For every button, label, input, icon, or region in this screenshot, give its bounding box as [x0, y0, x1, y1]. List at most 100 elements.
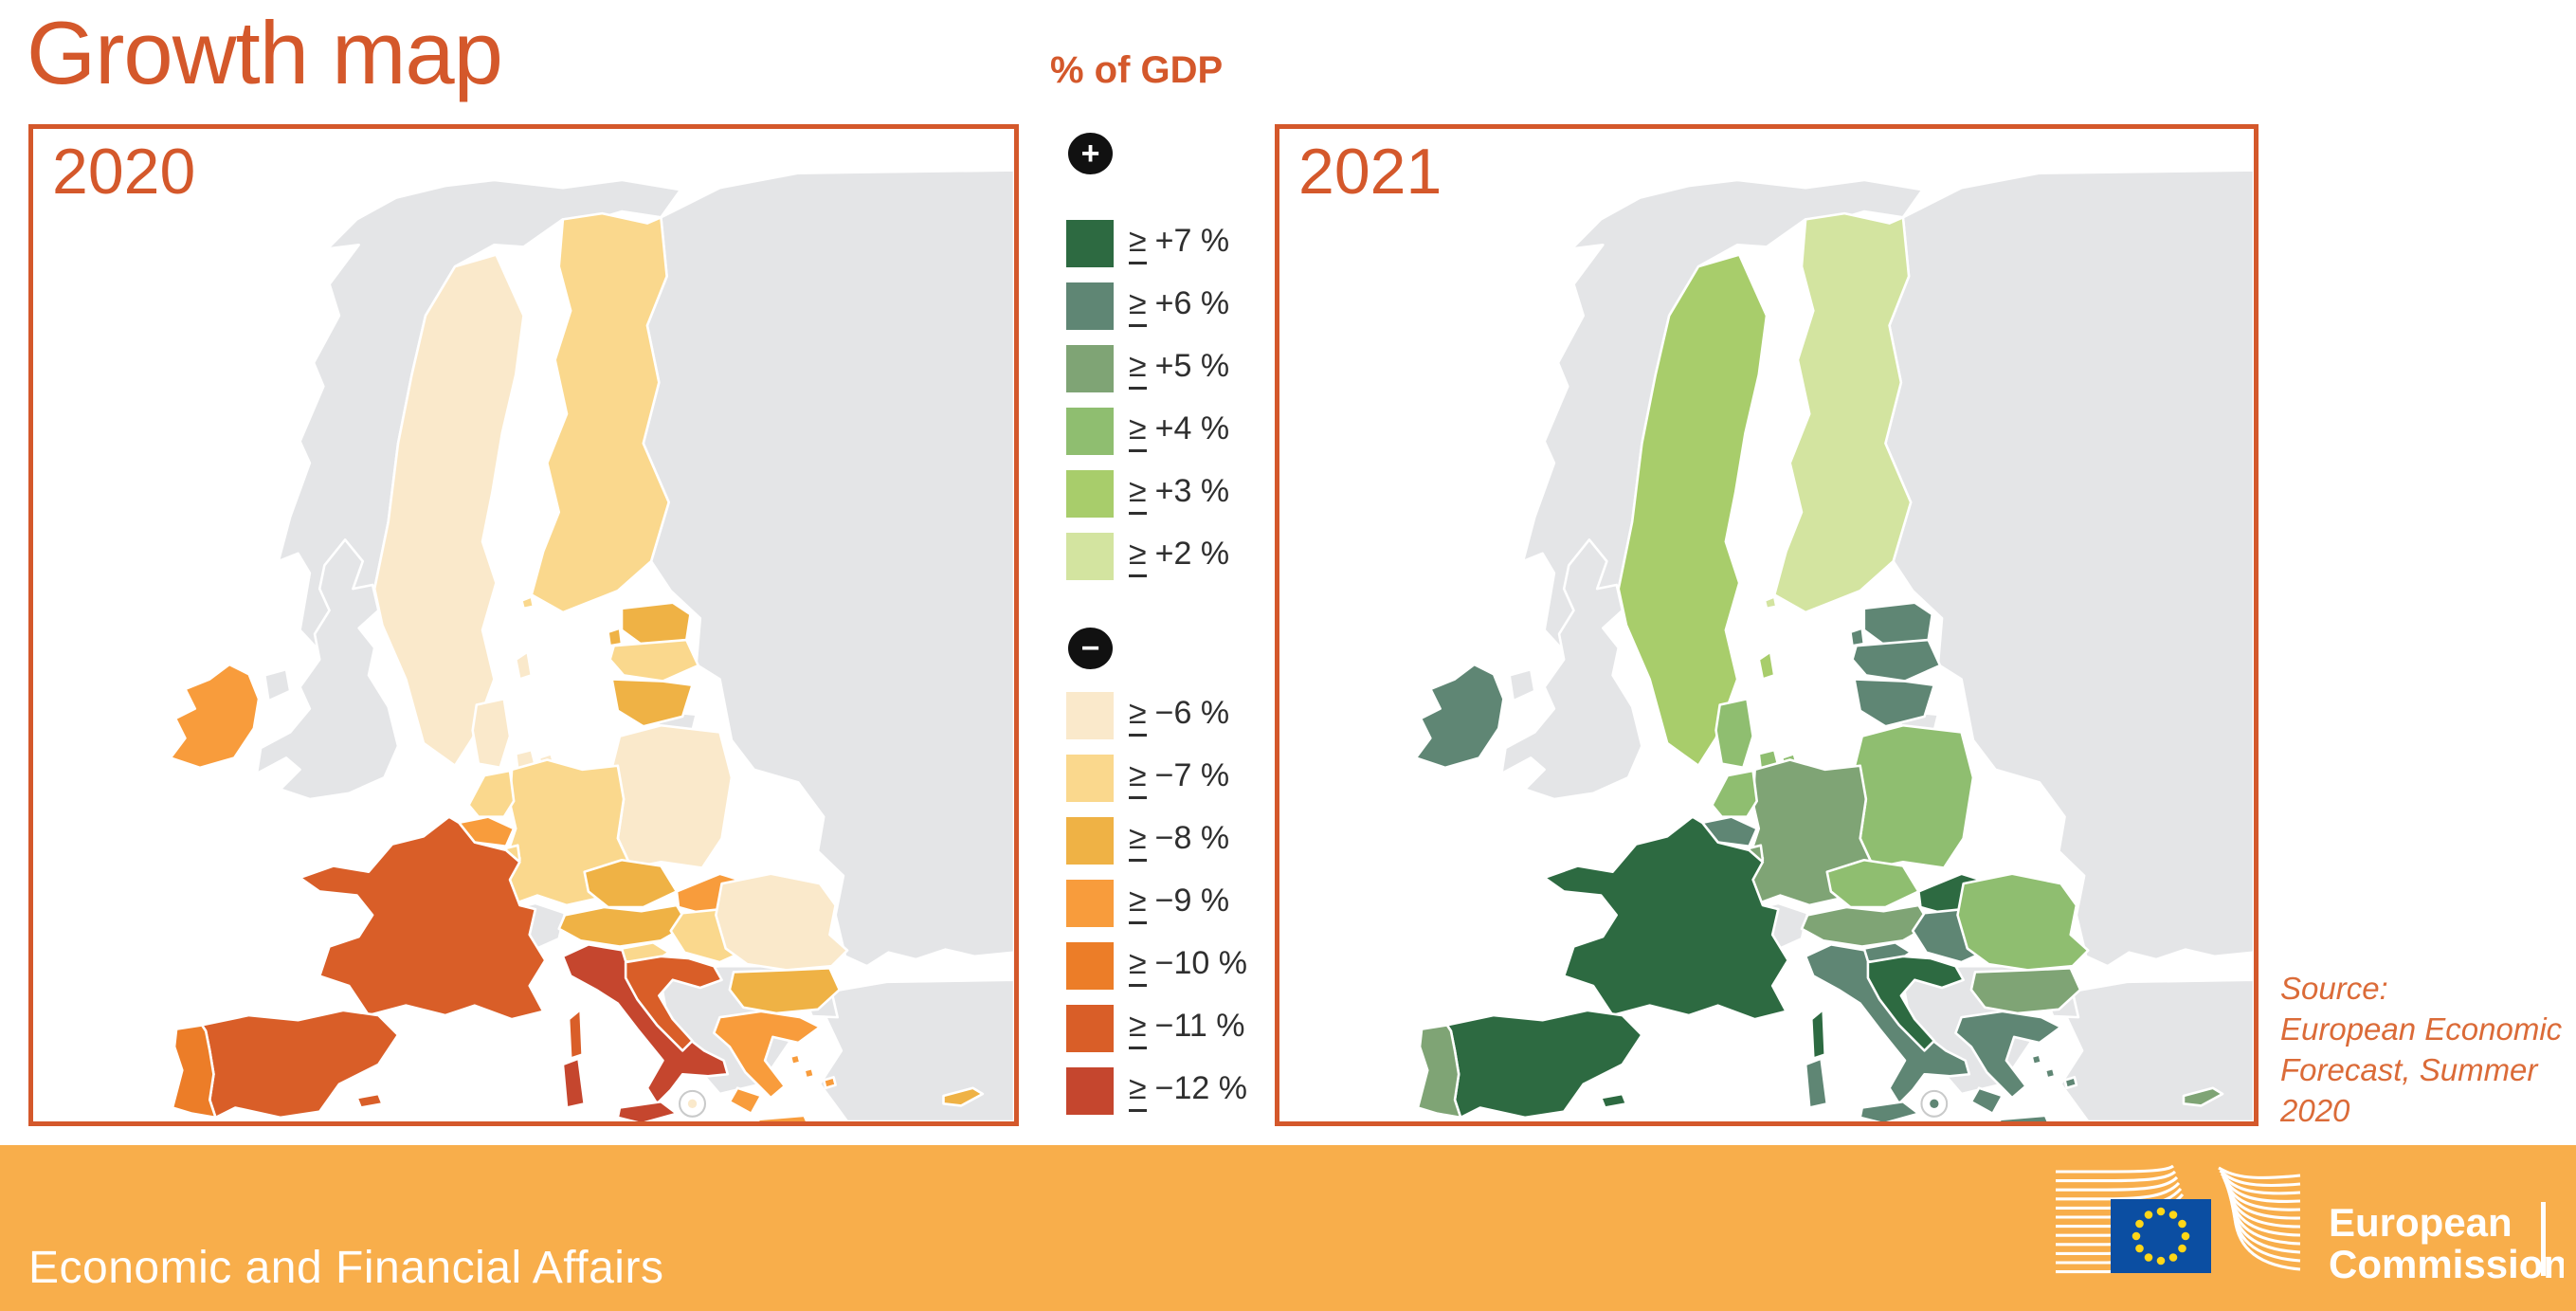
geq-symbol: ≥ — [1129, 410, 1147, 452]
legend-row-negative-6: ≥ −12 % — [1066, 1067, 1247, 1115]
geq-symbol: ≥ — [1129, 1070, 1147, 1112]
legend-swatch-m9 — [1066, 880, 1114, 927]
legend-label: ≥ −7 % — [1129, 757, 1229, 799]
geq-symbol: ≥ — [1129, 285, 1147, 327]
island-corsica — [567, 1008, 584, 1060]
legend-swatch-p4 — [1066, 408, 1114, 455]
geq-symbol: ≥ — [1129, 473, 1147, 515]
region-northern-ireland — [263, 667, 292, 702]
country-romania — [1956, 872, 2090, 972]
source-line: Source: — [2280, 971, 2388, 1006]
legend-value: −6 % — [1154, 695, 1230, 731]
country-denmark — [1714, 697, 1754, 770]
unit-label: % of GDP — [1050, 49, 1224, 91]
island-balearics — [1599, 1092, 1628, 1109]
department-title: Economic and Financial Affairs — [28, 1243, 664, 1293]
legend-row-negative-4: ≥ −10 % — [1066, 942, 1247, 990]
legend-value: +5 % — [1154, 348, 1230, 384]
region-uk — [255, 538, 400, 801]
country-ireland — [1414, 663, 1505, 770]
source-line: 2020 — [2280, 1092, 2350, 1128]
flag-star-icon — [2135, 1244, 2144, 1253]
country-denmark — [471, 697, 512, 770]
legend: + ≥ +7 % ≥ +6 % ≥ +5 % ≥ +4 % ≥ +3 % ≥ +2 % − ≥ −6 %… — [1066, 133, 1322, 1128]
logo-divider-bar — [2541, 1202, 2546, 1276]
flag-star-icon — [2181, 1231, 2190, 1241]
region-uk — [1500, 538, 1643, 801]
region-northern-ireland — [1508, 667, 1536, 702]
island-sicily — [616, 1100, 679, 1121]
legend-row-negative-3: ≥ −9 % — [1066, 880, 1229, 927]
choropleth-map-2020 — [169, 169, 1014, 1121]
legend-label: ≥ +3 % — [1129, 473, 1229, 515]
legend-row-positive-3: ≥ +4 % — [1066, 408, 1229, 455]
legend-row-positive-4: ≥ +3 % — [1066, 470, 1229, 518]
eu-flag-stars-icon — [2132, 1207, 2190, 1265]
country-bulgaria — [728, 966, 842, 1015]
source-line: European Economic — [2280, 1011, 2563, 1047]
country-czechia — [1825, 858, 1920, 909]
geq-symbol: ≥ — [1129, 1008, 1147, 1049]
legend-row-negative-2: ≥ −8 % — [1066, 817, 1229, 865]
country-greece — [1954, 1010, 2062, 1100]
legend-label: ≥ −10 % — [1129, 945, 1247, 987]
country-greece — [712, 1010, 822, 1100]
island-rhodes — [2063, 1076, 2078, 1090]
legend-label: ≥ +6 % — [1129, 285, 1229, 327]
island-rhodes — [822, 1076, 837, 1090]
logo-wave-line — [2218, 1166, 2301, 1179]
country-bulgaria — [1969, 966, 2082, 1015]
legend-value: +4 % — [1154, 410, 1230, 446]
legend-swatch-m8 — [1066, 817, 1114, 865]
logo-wave-line — [2056, 1175, 2179, 1192]
footer-bar: Economic and Financial Affairs European … — [0, 1145, 2576, 1311]
island-sardinia — [561, 1057, 586, 1109]
country-cyprus — [2182, 1086, 2224, 1107]
legend-swatch-m6 — [1066, 692, 1114, 739]
country-finland — [530, 211, 670, 614]
country-portugal — [171, 1024, 217, 1120]
legend-swatch-p6 — [1066, 282, 1114, 330]
legend-swatch-m7 — [1066, 755, 1114, 802]
legend-value: −10 % — [1154, 945, 1248, 981]
legend-value: −8 % — [1154, 820, 1230, 856]
country-latvia — [1851, 638, 1942, 683]
legend-row-negative-5: ≥ −11 % — [1066, 1005, 1245, 1052]
legend-value: −11 % — [1154, 1008, 1245, 1044]
plus-badge-icon: + — [1068, 133, 1113, 174]
legend-value: −12 % — [1154, 1070, 1248, 1106]
country-portugal — [1416, 1024, 1462, 1120]
legend-row-positive-1: ≥ +6 % — [1066, 282, 1229, 330]
country-malta — [687, 1099, 698, 1109]
country-poland — [1853, 723, 1975, 869]
legend-row-negative-0: ≥ −6 % — [1066, 692, 1229, 739]
legend-swatch-m10 — [1066, 942, 1114, 990]
legend-label: ≥ −8 % — [1129, 820, 1229, 862]
legend-value: +2 % — [1154, 536, 1230, 572]
legend-row-positive-0: ≥ +7 % — [1066, 220, 1229, 267]
island-crete — [1997, 1114, 2050, 1121]
country-netherlands — [1711, 769, 1759, 818]
flag-star-icon — [2135, 1219, 2144, 1229]
legend-swatch-m12 — [1066, 1067, 1114, 1115]
choropleth-map-2021 — [1414, 169, 2254, 1121]
legend-row-negative-1: ≥ −7 % — [1066, 755, 1229, 802]
island-gotland — [514, 650, 534, 681]
geq-symbol: ≥ — [1129, 757, 1147, 799]
legend-swatch-m11 — [1066, 1005, 1114, 1052]
legend-value: +7 % — [1154, 223, 1230, 259]
island-aland — [1763, 595, 1778, 610]
country-romania — [715, 872, 849, 972]
legend-label: ≥ +5 % — [1129, 348, 1229, 390]
country-latvia — [608, 638, 700, 683]
logo-wave-line — [2056, 1181, 2181, 1201]
island-peloponnese — [1969, 1086, 2005, 1116]
map-panel-2021: 2021 — [1275, 124, 2259, 1126]
map-panel-2020: 2020 — [28, 124, 1019, 1126]
year-label-2021: 2021 — [1298, 136, 1442, 208]
logo-wave-line — [2056, 1164, 2174, 1174]
legend-label: ≥ −9 % — [1129, 883, 1229, 924]
geq-symbol: ≥ — [1129, 536, 1147, 577]
geq-symbol: ≥ — [1129, 348, 1147, 390]
geq-symbol: ≥ — [1129, 820, 1147, 862]
